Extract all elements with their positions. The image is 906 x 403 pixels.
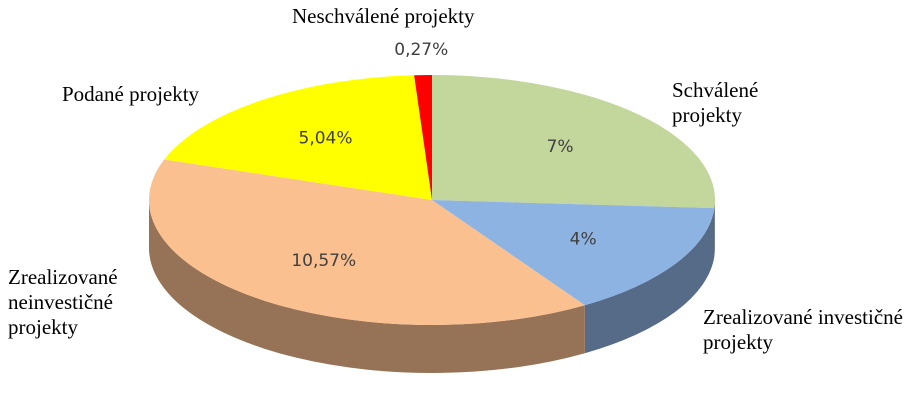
value-label: 4% [570, 229, 597, 249]
value-label: 5,04% [299, 128, 353, 148]
slice [432, 75, 716, 209]
category-label: Neschválené projekty [292, 4, 475, 28]
value-label: 0,27% [394, 40, 448, 60]
category-label: Podané projekty [62, 82, 200, 106]
category-label: Schválené projekty [672, 78, 759, 127]
value-label: 10,57% [291, 251, 356, 271]
category-label: Zrealizované investičné projekty [703, 305, 903, 354]
category-label: Zrealizované neinvestičné projekty [8, 265, 118, 339]
slice [414, 75, 432, 200]
slice-side [714, 200, 715, 257]
value-label: 7% [547, 137, 574, 157]
slice [148, 159, 585, 326]
slice-side [149, 200, 585, 374]
slice [432, 200, 715, 306]
slice-side [584, 208, 715, 354]
slice [164, 75, 432, 200]
